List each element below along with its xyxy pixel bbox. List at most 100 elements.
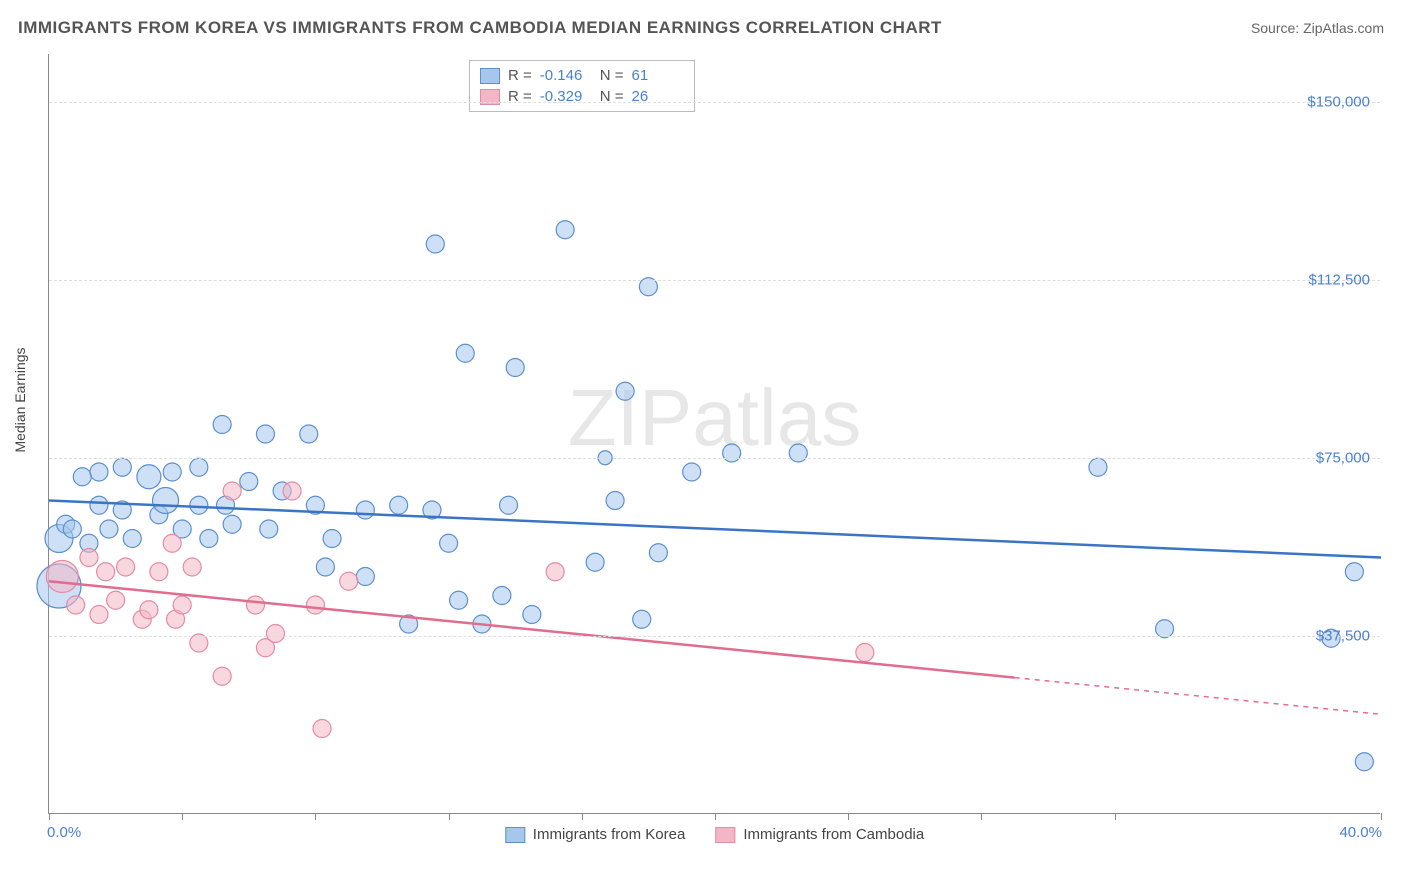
x-tick	[1115, 813, 1116, 820]
y-tick-label: $75,000	[1316, 449, 1370, 466]
scatter-point-korea	[240, 473, 258, 491]
scatter-point-cambodia	[313, 720, 331, 738]
scatter-point-korea	[90, 496, 108, 514]
scatter-point-korea	[426, 235, 444, 253]
scatter-point-korea	[190, 458, 208, 476]
legend-item-cambodia: Immigrants from Cambodia	[715, 826, 924, 843]
scatter-point-korea	[90, 463, 108, 481]
x-tick	[182, 813, 183, 820]
scatter-point-cambodia	[546, 563, 564, 581]
scatter-point-korea	[153, 488, 179, 514]
scatter-point-cambodia	[173, 596, 191, 614]
scatter-point-korea	[223, 515, 241, 533]
scatter-point-cambodia	[97, 563, 115, 581]
x-tick	[582, 813, 583, 820]
scatter-point-korea	[506, 359, 524, 377]
scatter-point-cambodia	[150, 563, 168, 581]
swatch-korea-bottom	[505, 827, 525, 843]
scatter-point-korea	[300, 425, 318, 443]
x-tick	[848, 813, 849, 820]
scatter-point-cambodia	[213, 667, 231, 685]
gridline	[49, 102, 1380, 103]
scatter-point-korea	[493, 587, 511, 605]
scatter-point-korea	[456, 344, 474, 362]
scatter-point-korea	[137, 465, 161, 489]
scatter-point-korea	[523, 606, 541, 624]
scatter-point-cambodia	[266, 625, 284, 643]
scatter-point-cambodia	[90, 606, 108, 624]
scatter-point-korea	[649, 544, 667, 562]
x-tick	[49, 813, 50, 820]
scatter-point-korea	[213, 416, 231, 434]
scatter-point-korea	[113, 458, 131, 476]
legend-label-korea: Immigrants from Korea	[533, 826, 686, 843]
x-tick	[981, 813, 982, 820]
x-tick	[315, 813, 316, 820]
scatter-point-cambodia	[223, 482, 241, 500]
gridline	[49, 280, 1380, 281]
scatter-point-korea	[356, 501, 374, 519]
x-tick	[715, 813, 716, 820]
scatter-point-korea	[789, 444, 807, 462]
scatter-point-korea	[606, 492, 624, 510]
chart-title: IMMIGRANTS FROM KOREA VS IMMIGRANTS FROM…	[18, 18, 942, 38]
scatter-point-cambodia	[306, 596, 324, 614]
scatter-point-korea	[123, 530, 141, 548]
scatter-point-korea	[390, 496, 408, 514]
x-axis-min-label: 0.0%	[47, 824, 81, 841]
scatter-point-korea	[556, 221, 574, 239]
scatter-point-korea	[200, 530, 218, 548]
scatter-point-cambodia	[67, 596, 85, 614]
scatter-point-korea	[356, 568, 374, 586]
trendline-cambodia	[49, 581, 1015, 677]
gridline	[49, 458, 1380, 459]
source-attribution: Source: ZipAtlas.com	[1251, 20, 1384, 36]
scatter-point-korea	[323, 530, 341, 548]
scatter-point-korea	[1345, 563, 1363, 581]
scatter-point-cambodia	[183, 558, 201, 576]
scatter-point-korea	[163, 463, 181, 481]
scatter-point-korea	[316, 558, 334, 576]
scatter-point-korea	[500, 496, 518, 514]
scatter-point-korea	[586, 553, 604, 571]
scatter-point-cambodia	[283, 482, 301, 500]
scatter-point-cambodia	[80, 549, 98, 567]
scatter-point-korea	[100, 520, 118, 538]
legend-item-korea: Immigrants from Korea	[505, 826, 686, 843]
y-tick-label: $150,000	[1307, 93, 1370, 110]
y-tick-label: $37,500	[1316, 627, 1370, 644]
scatter-point-cambodia	[163, 534, 181, 552]
gridline	[49, 636, 1380, 637]
scatter-point-korea	[723, 444, 741, 462]
y-axis-label: Median Earnings	[12, 347, 28, 452]
scatter-point-korea	[73, 468, 91, 486]
series-legend: Immigrants from Korea Immigrants from Ca…	[505, 826, 924, 843]
swatch-cambodia-bottom	[715, 827, 735, 843]
scatter-point-korea	[683, 463, 701, 481]
scatter-point-cambodia	[46, 561, 78, 593]
plot-area: ZIPatlas R = -0.146 N = 61 R = -0.329 N …	[48, 54, 1380, 814]
x-tick	[1381, 813, 1382, 820]
x-tick	[449, 813, 450, 820]
scatter-point-korea	[1089, 458, 1107, 476]
scatter-point-cambodia	[246, 596, 264, 614]
scatter-point-korea	[63, 520, 81, 538]
scatter-point-korea	[190, 496, 208, 514]
scatter-point-korea	[450, 591, 468, 609]
trendline-cambodia-dashed	[1015, 678, 1381, 715]
x-axis-max-label: 40.0%	[1339, 824, 1382, 841]
legend-label-cambodia: Immigrants from Cambodia	[743, 826, 924, 843]
scatter-point-korea	[616, 382, 634, 400]
scatter-point-cambodia	[117, 558, 135, 576]
chart-svg	[49, 54, 1380, 813]
scatter-point-korea	[256, 425, 274, 443]
scatter-point-cambodia	[140, 601, 158, 619]
scatter-point-korea	[440, 534, 458, 552]
scatter-point-korea	[1355, 753, 1373, 771]
scatter-point-korea	[260, 520, 278, 538]
scatter-point-cambodia	[340, 572, 358, 590]
y-tick-label: $112,500	[1309, 271, 1370, 288]
scatter-point-cambodia	[856, 644, 874, 662]
trendline-korea	[49, 501, 1381, 558]
scatter-point-korea	[633, 610, 651, 628]
